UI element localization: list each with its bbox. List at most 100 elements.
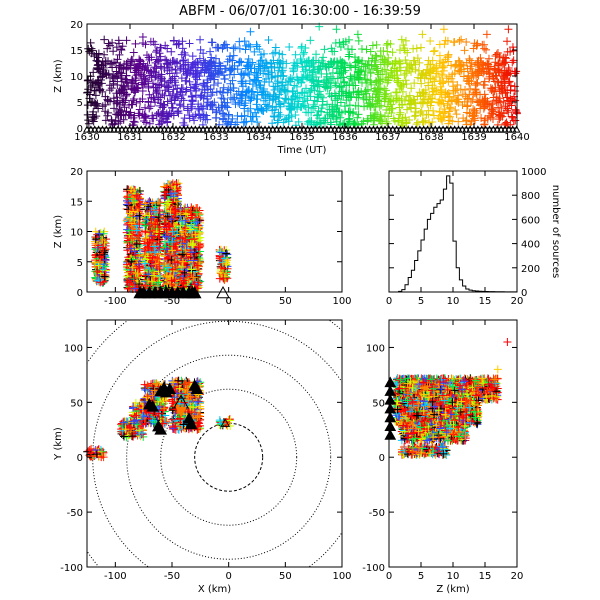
source-point [264,91,273,100]
source-point [240,37,249,46]
source-point [163,112,172,121]
source-point [360,70,369,79]
source-point [413,92,422,101]
source-point [277,67,286,76]
source-point [460,46,469,55]
source-point [233,111,242,120]
source-point [353,30,362,39]
source-point [416,43,425,52]
source-point [240,117,249,126]
source-point [381,94,390,103]
source-point [454,117,463,126]
source-point [229,44,238,53]
source-point [383,78,392,87]
source-point [129,48,138,57]
source-point [148,79,157,88]
source-point [490,87,499,96]
source-point [409,44,418,53]
source-point [101,116,110,125]
range-ring [87,320,342,567]
source-point [188,112,197,121]
figure-title: ABFM - 06/07/01 16:30:00 - 16:39:59 [179,4,421,19]
source-point [211,113,220,122]
source-point [103,96,112,105]
source-point [391,88,400,97]
source-point [398,114,407,123]
source-point [385,95,394,104]
source-point [173,84,182,93]
source-point [413,118,422,127]
source-point [417,107,426,116]
source-point [465,90,474,99]
source-point [509,46,518,55]
source-point [444,112,453,121]
source-point [115,50,124,59]
source-point [306,36,315,45]
source-point [333,101,342,110]
source-point [179,118,188,127]
source-point [145,104,154,113]
source-point [112,67,121,76]
source-point [398,87,407,96]
source-point [220,74,229,83]
source-point [503,37,512,46]
source-point [122,36,131,45]
source-point [145,119,154,128]
source-point [437,85,446,94]
source-point [145,90,154,99]
source-point [447,74,456,83]
source-point [274,116,283,125]
source-point [252,100,261,109]
source-point [237,112,246,121]
source-point [441,108,450,117]
source-point [447,61,456,70]
source-point [301,44,310,53]
source-point [92,112,101,121]
source-point [346,72,355,81]
source-point [506,81,515,90]
source-point [89,117,98,126]
source-point [135,105,144,114]
source-point [138,33,147,41]
source-point [152,110,161,119]
source-point [478,40,487,49]
source-point [472,79,481,88]
source-point [479,98,488,107]
source-point [405,91,414,100]
source-point [270,111,279,120]
source-point [264,36,273,45]
source-point [459,114,468,123]
source-point [344,45,353,54]
source-point [90,114,99,123]
source-point [134,109,143,118]
source-point [280,99,289,108]
source-point [271,82,280,91]
source-point [84,119,93,128]
source-point [510,82,519,91]
source-point [368,41,377,50]
source-point [90,86,99,95]
source-point [411,104,420,113]
source-point [297,42,306,51]
source-point [335,38,344,47]
source-point [387,104,396,113]
source-point [84,85,93,94]
source-point [110,104,119,113]
source-point [504,78,513,87]
source-point [213,43,222,52]
source-point [203,92,212,101]
source-point [435,40,444,49]
source-point [176,62,185,71]
source-point [361,75,370,84]
source-point [156,93,165,102]
source-point [133,84,142,93]
source-point [156,101,165,110]
source-point [229,51,238,60]
source-point [268,119,277,128]
source-point [152,48,161,57]
source-point [467,117,476,126]
source-point [365,64,374,73]
source-point [291,50,300,59]
source-point [206,47,215,56]
source-point [465,76,474,85]
